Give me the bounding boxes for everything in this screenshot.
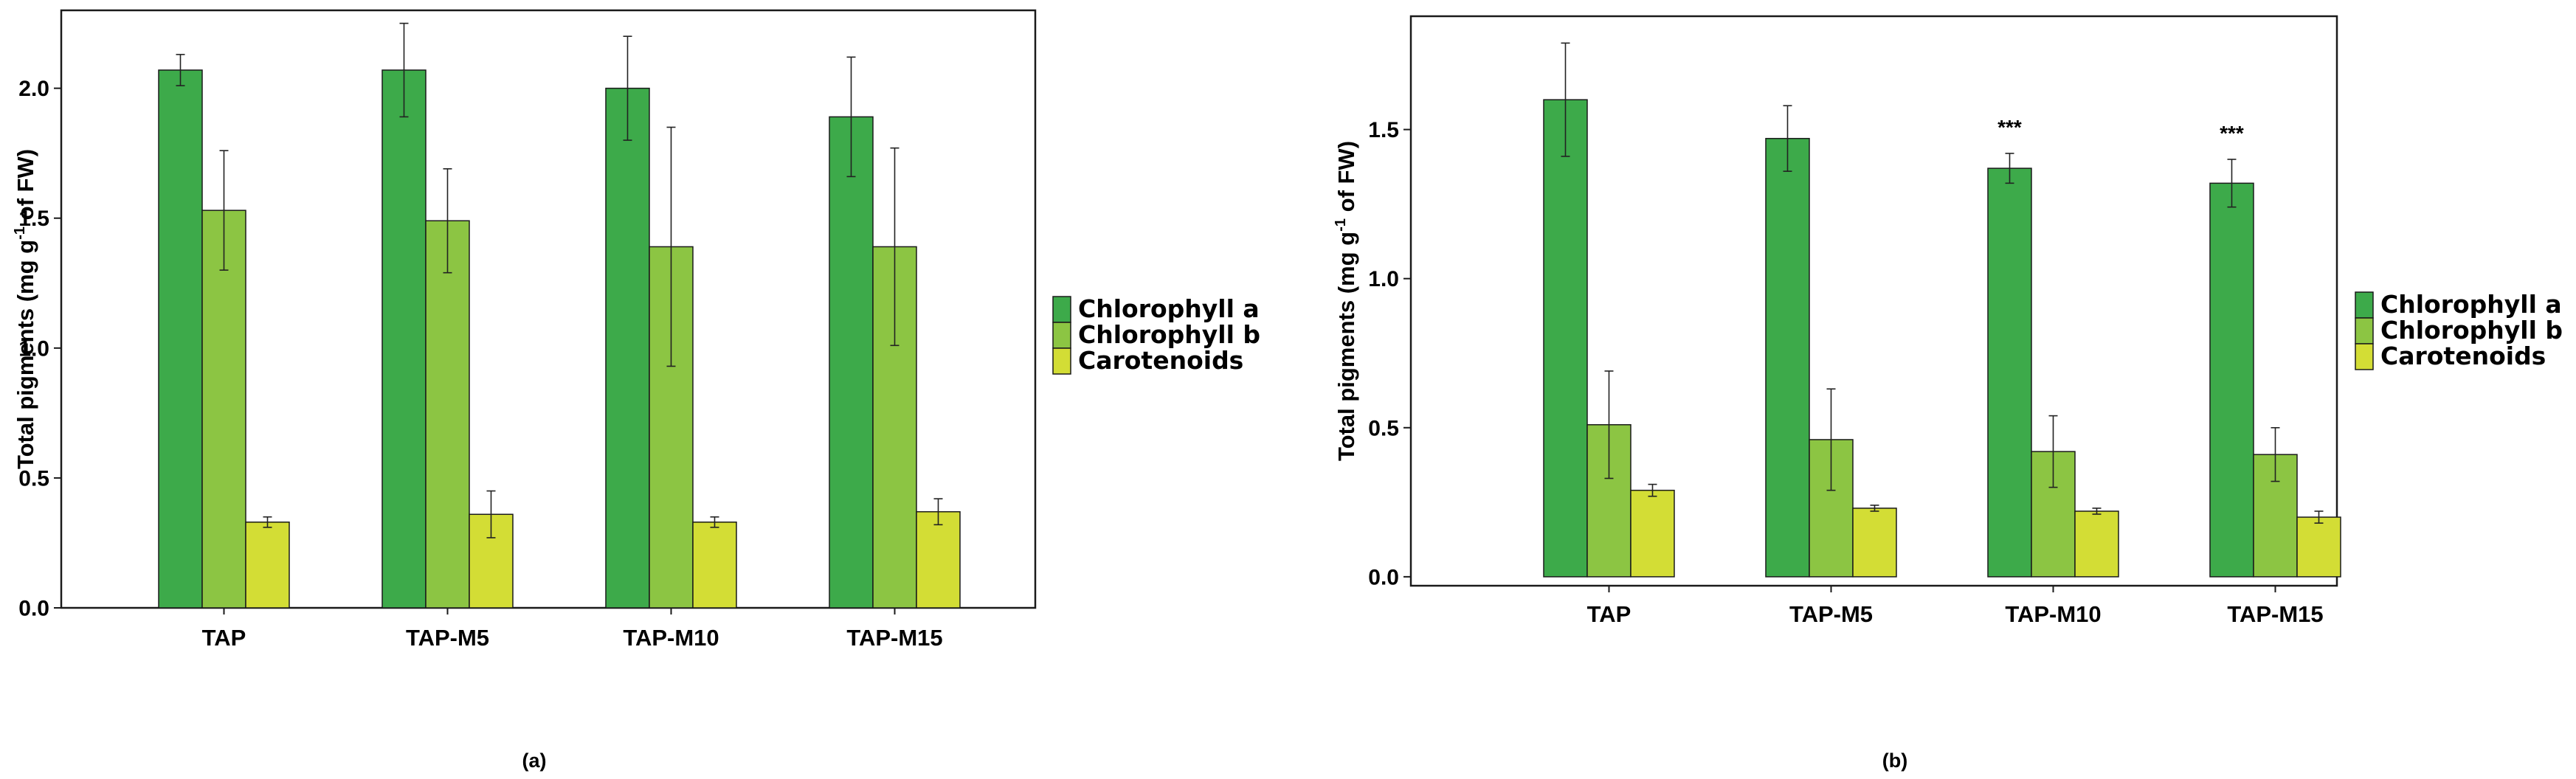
legend-label-chlorophyll-b: Chlorophyll b: [1078, 320, 1260, 349]
bar-chlorophyll-a-tap-m5: [1765, 137, 1810, 578]
legend-label-chlorophyll-a: Chlorophyll a: [1078, 294, 1260, 323]
y-tick-label: 1.5: [18, 207, 49, 231]
significance-marker: ***: [2220, 122, 2244, 145]
error-bar-chlorophyll-a-tap-m15: [846, 56, 856, 178]
x-tick-label-tap-m15: TAP-M15: [846, 625, 942, 651]
legend-swatch-carotenoids: [2355, 343, 2374, 370]
legend-label-carotenoids: Carotenoids: [1078, 346, 1243, 375]
legend-swatch-chlorophyll-b: [1052, 322, 1071, 349]
error-bar-chlorophyll-b-tap-m5: [1826, 388, 1836, 491]
error-bar-chlorophyll-b-tap-m15: [2271, 426, 2280, 482]
bar-carotenoids-tap-m15: [916, 510, 961, 609]
x-tick-label-tap-m10: TAP-M10: [623, 625, 719, 651]
y-tick-label: 0.0: [1368, 565, 1399, 589]
error-bar-carotenoids-tap-m15: [2314, 510, 2324, 524]
legend-swatch-chlorophyll-a: [2355, 291, 2374, 319]
bar-carotenoids-tap-m10: [692, 522, 737, 609]
y-tick-label: 1.5: [1368, 118, 1399, 142]
y-tick-label: 1.0: [18, 336, 49, 361]
y-axis-title-superscript: -1: [1333, 218, 1349, 232]
legend-swatch-carotenoids: [1052, 347, 1071, 375]
error-bar-chlorophyll-a-tap-m10: [623, 35, 632, 141]
error-bar-chlorophyll-b-tap-m5: [443, 168, 452, 274]
error-bar-carotenoids-tap-m15: [933, 498, 943, 526]
y-tick-label: 1.0: [1368, 267, 1399, 291]
bar-carotenoids-tap-m10: [2074, 510, 2119, 578]
legend-swatch-chlorophyll-b: [2355, 317, 2374, 345]
error-bar-chlorophyll-a-tap: [1561, 42, 1570, 157]
bar-chlorophyll-a-tap: [1543, 99, 1588, 578]
error-bar-chlorophyll-b-tap-m10: [2048, 415, 2058, 488]
error-bar-carotenoids-tap: [263, 516, 272, 528]
panel-label: (a): [522, 749, 547, 772]
bar-chlorophyll-a-tap-m10: [605, 87, 650, 609]
x-tick-label-tap-m5: TAP-M5: [1789, 601, 1873, 627]
y-axis-title-part: of FW): [13, 149, 38, 226]
error-bar-chlorophyll-a-tap-m5: [1783, 105, 1792, 172]
error-bar-carotenoids-tap: [1648, 483, 1657, 497]
x-tick-label-tap: TAP: [202, 625, 246, 651]
bar-chlorophyll-a-tap: [158, 69, 203, 609]
y-axis-title-part: Total pigments (mg g: [1333, 232, 1359, 461]
error-bar-carotenoids-tap-m5: [1870, 505, 1879, 512]
error-bar-carotenoids-tap-m10: [710, 516, 719, 528]
error-bar-chlorophyll-b-tap-m15: [890, 147, 899, 347]
legend-swatch-chlorophyll-a: [1052, 296, 1071, 323]
legend-label-chlorophyll-b: Chlorophyll b: [2380, 316, 2563, 345]
significance-marker: ***: [1997, 116, 2022, 139]
bar-chlorophyll-a-tap-m15: [829, 116, 874, 609]
bar-chlorophyll-a-tap-m10: [1987, 167, 2032, 578]
error-bar-chlorophyll-a-tap-m5: [399, 22, 409, 118]
panel-label: (b): [1882, 749, 1907, 772]
error-bar-chlorophyll-a-tap-m15: [2227, 159, 2237, 208]
legend-label-carotenoids: Carotenoids: [2380, 342, 2546, 370]
error-bar-chlorophyll-a-tap-m10: [2005, 153, 2014, 184]
y-tick-label: 2.0: [18, 77, 49, 101]
y-axis-title-part: of FW): [1333, 141, 1359, 218]
legend-label-chlorophyll-a: Chlorophyll a: [2380, 290, 2562, 319]
y-tick-label: 0.5: [18, 466, 49, 491]
bar-carotenoids-tap-m15: [2296, 516, 2341, 578]
y-axis-title: Total pigments (mg g-1 of FW): [1333, 141, 1359, 461]
x-tick-label-tap-m5: TAP-M5: [406, 625, 489, 651]
error-bar-chlorophyll-b-tap-m10: [666, 126, 676, 367]
x-tick-label-tap-m15: TAP-M15: [2227, 601, 2323, 627]
x-tick-label-tap-m10: TAP-M10: [2005, 601, 2101, 627]
y-axis-title-part: Total pigments (mg g: [13, 240, 38, 469]
y-tick-label: 0.0: [18, 597, 49, 621]
y-tick-label: 0.5: [1368, 416, 1399, 440]
error-bar-carotenoids-tap-m10: [2092, 508, 2102, 515]
chart-panel-b: 0.0 0.5 1.0 1.5 Total pigments (mg g-1 of FW…: [1333, 15, 2563, 772]
error-bar-carotenoids-tap-m5: [486, 490, 496, 539]
bar-chlorophyll-a-tap-m15: [2209, 182, 2254, 578]
bar-chlorophyll-a-tap-m5: [381, 69, 427, 609]
bar-carotenoids-tap: [245, 522, 290, 609]
bar-chlorophyll-b-tap-m5: [425, 220, 470, 609]
chart-panel-a: 0.0 0.5 1.0 1.5 2.0 Total pigments (mg g-1 of…: [12, 9, 1260, 772]
x-tick-label-tap: TAP: [1587, 601, 1631, 627]
y-axis-title-superscript: -1: [12, 226, 28, 240]
error-bar-chlorophyll-b-tap: [1604, 370, 1614, 479]
bar-carotenoids-tap-m5: [1852, 508, 1897, 578]
error-bar-chlorophyll-a-tap: [176, 54, 185, 86]
bar-chlorophyll-b-tap: [201, 210, 246, 609]
error-bar-chlorophyll-b-tap: [219, 150, 229, 271]
bar-carotenoids-tap: [1630, 489, 1675, 578]
y-axis-title: Total pigments (mg g-1 of FW): [12, 149, 38, 469]
